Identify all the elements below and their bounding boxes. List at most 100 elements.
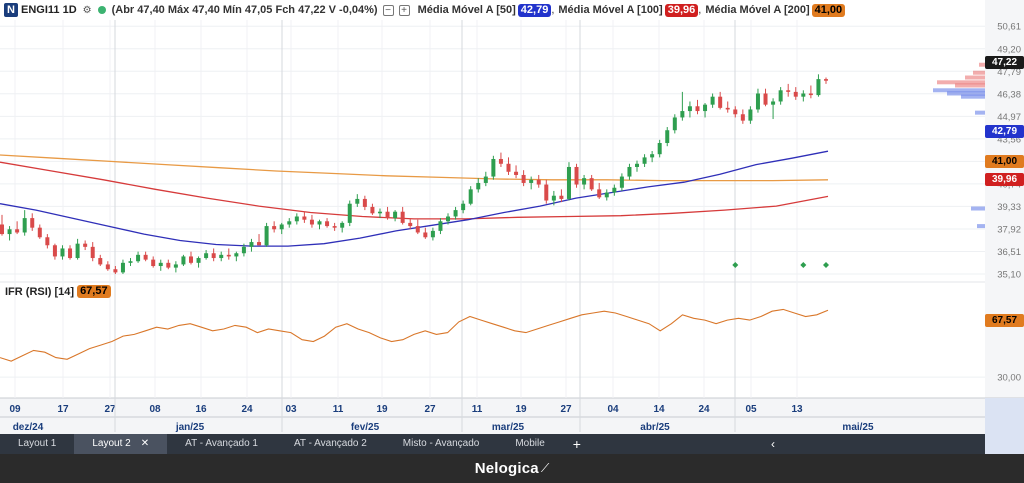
- volume-profile-bar: [965, 75, 985, 80]
- y-tick-label: 47,79: [997, 67, 1021, 78]
- candle-body: [597, 189, 602, 198]
- x-tick-label: 27: [104, 404, 116, 415]
- tab-layout-1[interactable]: Layout 1: [18, 438, 57, 449]
- candle-body: [680, 111, 685, 118]
- volume-profile-bar: [937, 80, 985, 85]
- volume-profile-bar: [975, 110, 985, 115]
- ma50-price-badge: 42,79: [985, 125, 1024, 138]
- tab-layout-2[interactable]: Layout 2 ✕: [74, 434, 168, 454]
- candle-body: [808, 93, 813, 96]
- candle-body: [166, 262, 171, 268]
- collapse-icon[interactable]: −: [382, 4, 394, 16]
- rsi-price-badge: 67,57: [985, 314, 1024, 327]
- candle-body: [325, 221, 330, 227]
- candle-body: [642, 157, 647, 164]
- x-tick-label: 11: [333, 404, 344, 415]
- candle-body: [143, 254, 148, 260]
- candle-body: [15, 229, 20, 233]
- candle-body: [385, 211, 390, 219]
- candle-body: [778, 90, 783, 102]
- y-tick-label: 37,92: [997, 224, 1021, 235]
- x-tick-label: 19: [376, 404, 388, 415]
- tab-mobile[interactable]: Mobile: [515, 438, 545, 449]
- tab-at-avancado-1[interactable]: AT - Avançado 1: [185, 438, 258, 449]
- candle-body: [362, 198, 367, 207]
- candle-body: [347, 203, 352, 223]
- rsi-tick-label: 30,00: [997, 373, 1021, 384]
- candle-body: [483, 176, 488, 183]
- candle-body: [672, 117, 677, 131]
- scale-corner[interactable]: [985, 398, 1024, 454]
- candle-body: [294, 216, 299, 222]
- y-tick-label: 39,33: [997, 202, 1021, 213]
- candle-body: [128, 261, 133, 263]
- candle-body: [529, 179, 534, 183]
- candle-body: [113, 269, 118, 273]
- candle-body: [272, 226, 277, 230]
- candle-body: [657, 143, 662, 155]
- close-icon[interactable]: ✕: [140, 438, 150, 449]
- candle-body: [408, 222, 413, 227]
- candle-body: [415, 226, 420, 233]
- ma100-line: [0, 161, 829, 220]
- tab-at-avancado-2[interactable]: AT - Avançado 2: [293, 438, 367, 449]
- add-tab-button[interactable]: +: [572, 436, 581, 452]
- tab-misto-avancado[interactable]: Misto - Avançado: [402, 438, 480, 449]
- candle-body: [219, 254, 224, 259]
- candle-body: [68, 248, 73, 259]
- candle-body: [733, 109, 738, 115]
- candle-body: [491, 158, 496, 177]
- settings-icon[interactable]: ⚙: [82, 4, 92, 16]
- volume-profile-bar: [973, 70, 985, 75]
- y-tick-label: 35,10: [997, 270, 1021, 281]
- candle-body: [120, 262, 125, 273]
- candle-body: [355, 198, 360, 204]
- candle-body: [181, 256, 186, 265]
- candle-body: [453, 210, 458, 217]
- month-label: dez/24: [13, 422, 44, 433]
- candle-body: [650, 154, 655, 158]
- x-tick-label: 13: [791, 404, 803, 415]
- y-tick-label: 43,56: [997, 134, 1021, 145]
- candle-body: [83, 243, 88, 247]
- candle-body: [151, 259, 156, 267]
- candle-body: [755, 93, 760, 110]
- candle-body: [612, 187, 617, 193]
- candle-body: [786, 90, 791, 92]
- candle-body: [211, 253, 216, 259]
- layout-tabs: Layout 1 Layout 2 ✕ AT - Avançado 1 AT - …: [0, 434, 985, 454]
- ma50-value: 42,79: [517, 3, 552, 17]
- x-tick-label: 27: [560, 404, 572, 415]
- rsi-value: 67,57: [77, 285, 111, 298]
- candle-body: [582, 178, 587, 185]
- candle-body: [287, 221, 292, 225]
- volume-profile-bar: [955, 83, 985, 88]
- last-price-badge: 47,22: [985, 56, 1024, 69]
- ma200-label: Média Móvel A [200]: [705, 4, 810, 16]
- candle-body: [468, 189, 473, 204]
- footer: Nelogica ⟋: [0, 454, 1024, 483]
- candle-body: [430, 230, 435, 238]
- candle-body: [249, 242, 254, 247]
- candle-body: [725, 107, 730, 110]
- ticker-label[interactable]: ENGI11 1D: [21, 4, 77, 16]
- x-tick-label: 08: [149, 404, 161, 415]
- status-icon: [97, 6, 106, 14]
- signal-marker: [800, 262, 807, 268]
- candle-body: [824, 79, 828, 81]
- candle-body: [393, 211, 398, 219]
- candle-body: [279, 224, 284, 230]
- candle-body: [665, 130, 670, 144]
- x-tick-label: 09: [9, 404, 21, 415]
- candle-body: [763, 93, 768, 105]
- candle-body: [748, 109, 753, 121]
- candle-body: [302, 216, 307, 220]
- add-study-icon[interactable]: +: [398, 4, 410, 16]
- rsi-header: IFR (RSI) [14] 67,57: [5, 285, 111, 298]
- tabs-scroll-left-icon[interactable]: ‹: [770, 437, 775, 451]
- candle-body: [309, 219, 314, 225]
- month-label: abr/25: [640, 422, 670, 433]
- volume-profile-bar: [971, 206, 985, 211]
- chart-header: N ENGI11 1D ⚙ (Abr 47,40 Máx 47,40 Mín 4…: [0, 0, 985, 20]
